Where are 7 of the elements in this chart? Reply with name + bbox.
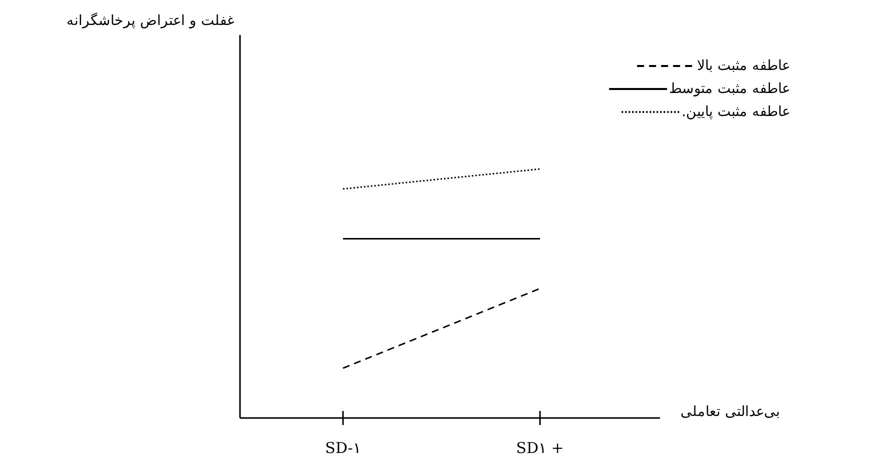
- legend-label: عاطفه مثبت متوسط: [669, 81, 790, 97]
- legend-label: عاطفه مثبت بالا: [697, 58, 790, 74]
- text: غفلت و اعتراض پرخاشگرانه: [66, 12, 234, 29]
- x-axis-title: بی‌عدالتی تعاملی: [680, 404, 780, 420]
- x-tick-label: SD۱ +: [516, 439, 564, 457]
- legend-label: عاطفه مثبت پایین.: [682, 104, 790, 120]
- x-tick-label: SD-۱: [325, 439, 361, 457]
